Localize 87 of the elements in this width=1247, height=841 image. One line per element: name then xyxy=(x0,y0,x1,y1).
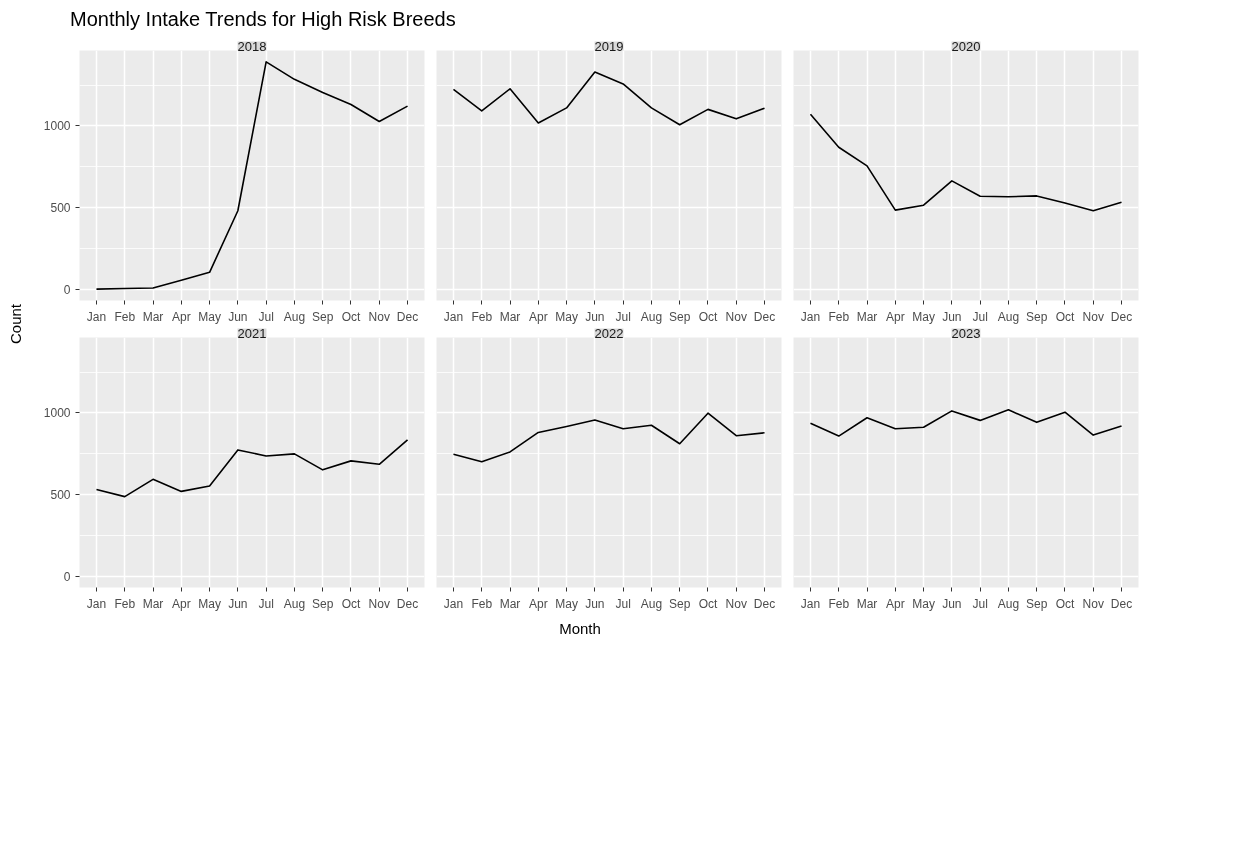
y-tick-label: 0 xyxy=(63,282,71,297)
x-tick-label: Aug xyxy=(997,596,1020,611)
x-tick-label: Oct xyxy=(1055,596,1075,611)
x-tick-label: Jan xyxy=(800,596,821,611)
x-tick-label: Apr xyxy=(885,309,905,324)
x-tick-label: Apr xyxy=(528,596,548,611)
y-tick-label: 1000 xyxy=(43,118,71,133)
x-tick-label: Dec xyxy=(396,309,419,324)
x-tick-label: Nov xyxy=(368,596,390,611)
x-tick-label: Mar xyxy=(142,596,164,611)
x-tick-label: Jul xyxy=(615,309,631,324)
x-tick-label: Jan xyxy=(800,309,821,324)
x-tick-label: Sep xyxy=(1026,596,1048,611)
x-tick-label: Jul xyxy=(258,309,274,324)
chart-title: 2019 xyxy=(594,38,624,54)
x-tick-label: Jul xyxy=(972,309,988,324)
x-tick-label: May xyxy=(555,596,578,611)
x-tick-label: Sep xyxy=(669,596,691,611)
chart-title: 2020 xyxy=(951,38,981,54)
x-tick-label: Jan xyxy=(86,309,107,324)
x-tick-label: Nov xyxy=(368,309,390,324)
x-tick-label: Mar xyxy=(142,309,164,324)
x-tick-label: Jan xyxy=(443,309,464,324)
x-tick-label: Sep xyxy=(1026,309,1048,324)
x-tick-label: May xyxy=(198,309,221,324)
chart-title: 2021 xyxy=(237,325,267,341)
x-tick-label: Jan xyxy=(86,596,107,611)
x-tick-label: May xyxy=(912,596,935,611)
x-tick-label: Jul xyxy=(972,596,988,611)
x-tick-label: Jun xyxy=(228,309,248,324)
x-tick-label: Jun xyxy=(585,309,605,324)
x-tick-label: Apr xyxy=(528,309,548,324)
x-tick-label: Dec xyxy=(396,596,419,611)
x-tick-label: Nov xyxy=(725,596,747,611)
x-tick-label: Jun xyxy=(942,309,962,324)
x-tick-label: Mar xyxy=(499,309,521,324)
x-tick-label: Dec xyxy=(753,596,776,611)
x-tick-label: Jun xyxy=(228,596,248,611)
x-tick-label: Jun xyxy=(585,596,605,611)
x-tick-label: Nov xyxy=(1082,596,1104,611)
y-tick-label: 500 xyxy=(50,200,71,215)
x-tick-label: Feb xyxy=(828,596,850,611)
x-tick-label: Feb xyxy=(828,309,850,324)
x-tick-label: Nov xyxy=(725,309,747,324)
x-tick-label: Sep xyxy=(669,309,691,324)
y-tick-label: 500 xyxy=(50,487,71,502)
x-tick-label: Aug xyxy=(283,596,306,611)
text: Monthly Intake Trends for High Risk Breeds xyxy=(70,7,456,32)
chart-title: 2018 xyxy=(237,38,267,54)
x-tick-label: Oct xyxy=(698,596,718,611)
chart-title: 2022 xyxy=(594,325,624,341)
x-tick-label: Aug xyxy=(283,309,306,324)
x-tick-label: Mar xyxy=(856,596,878,611)
x-tick-label: Jun xyxy=(942,596,962,611)
x-tick-label: May xyxy=(198,596,221,611)
x-tick-label: Jul xyxy=(615,596,631,611)
y-tick-label: 1000 xyxy=(43,405,71,420)
x-tick-label: May xyxy=(555,309,578,324)
x-tick-label: Apr xyxy=(885,596,905,611)
x-tick-label: Oct xyxy=(341,596,361,611)
x-tick-label: Aug xyxy=(640,309,663,324)
x-tick-label: Feb xyxy=(114,309,136,324)
x-tick-label: Dec xyxy=(1110,596,1133,611)
y-tick-label: 0 xyxy=(63,569,71,584)
x-tick-label: Sep xyxy=(312,596,334,611)
x-tick-label: Aug xyxy=(997,309,1020,324)
x-tick-label: May xyxy=(912,309,935,324)
x-tick-label: Mar xyxy=(499,596,521,611)
x-tick-label: Feb xyxy=(471,596,493,611)
x-tick-label: Sep xyxy=(312,309,334,324)
chart-title: 2023 xyxy=(951,325,981,341)
x-tick-label: Dec xyxy=(1110,309,1133,324)
x-tick-label: Aug xyxy=(640,596,663,611)
x-tick-label: Oct xyxy=(698,309,718,324)
x-axis-title: Month xyxy=(559,618,601,639)
x-tick-label: Apr xyxy=(171,596,191,611)
x-tick-label: Jan xyxy=(443,596,464,611)
x-tick-label: Oct xyxy=(341,309,361,324)
x-tick-label: Jul xyxy=(258,596,274,611)
x-tick-label: Nov xyxy=(1082,309,1104,324)
x-tick-label: Dec xyxy=(753,309,776,324)
x-tick-label: Apr xyxy=(171,309,191,324)
x-tick-label: Mar xyxy=(856,309,878,324)
x-tick-label: Oct xyxy=(1055,309,1075,324)
x-tick-label: Feb xyxy=(471,309,493,324)
x-tick-label: Feb xyxy=(114,596,136,611)
y-axis-title: Count xyxy=(6,303,25,344)
